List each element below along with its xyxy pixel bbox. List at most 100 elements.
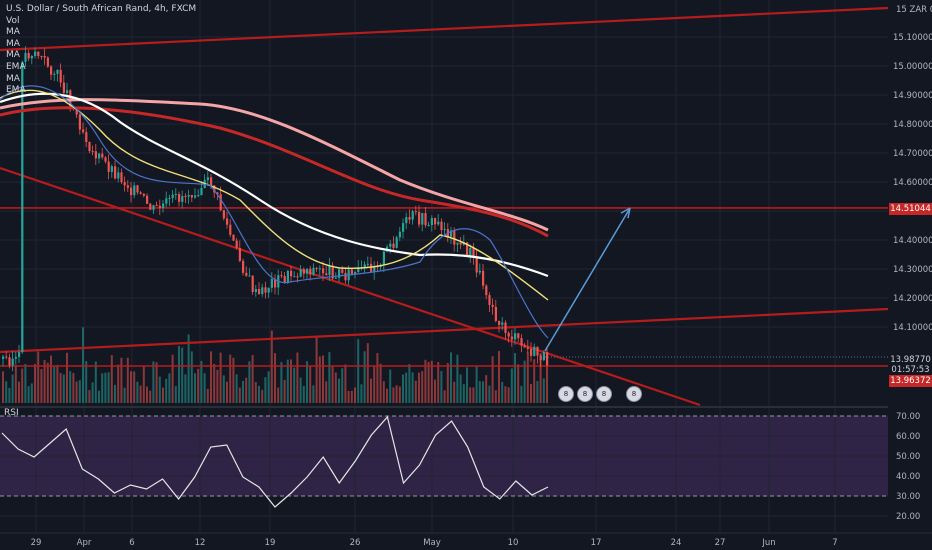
indicator-ma-1[interactable]: MA (6, 27, 20, 38)
indicator-ma-2[interactable]: MA (6, 38, 20, 49)
candle-body (395, 237, 398, 248)
volume-bar (5, 381, 8, 403)
indicator-ema-1[interactable]: EMA (6, 61, 26, 72)
candle-body (504, 322, 507, 333)
time-tick: 12 (195, 538, 206, 548)
candle-body (152, 205, 155, 210)
volume-bar (357, 339, 360, 403)
volume-bar (504, 386, 507, 403)
price-tick: 14.70000 (893, 149, 932, 159)
candle-body (66, 90, 69, 94)
volume-bar (309, 366, 312, 403)
volume-bar (24, 363, 27, 403)
candle-body (88, 142, 91, 152)
indicator-ema-2[interactable]: EMA (6, 85, 26, 96)
candle-body (501, 322, 504, 325)
volume-bar (411, 372, 414, 403)
indicator-ma-4[interactable]: MA (6, 73, 20, 84)
candle-body (50, 66, 53, 75)
resistance-price-tag: 14.51044 (889, 203, 932, 215)
indicator-ma-3[interactable]: MA (6, 50, 20, 61)
price-tick: 15.00000 (893, 62, 932, 72)
time-axis: 29 Apr 6 12 19 26 May 10 17 24 27 Jun 7 (0, 532, 932, 548)
time-tick: 7 (832, 538, 837, 548)
candle-body (62, 82, 65, 94)
candle-body (142, 193, 145, 196)
candle-body (526, 347, 529, 349)
volume-bar (472, 387, 475, 403)
volume-bar (318, 356, 321, 403)
indicator-vol[interactable]: Vol (6, 15, 20, 26)
volume-bar (14, 364, 17, 403)
rsi-tick: 40.00 (896, 472, 920, 482)
candle-body (453, 230, 456, 245)
candle-body (110, 166, 113, 172)
candle-body (370, 263, 373, 272)
candle-body (18, 352, 21, 357)
volume-bar (533, 359, 536, 403)
price-tick: 14.20000 (893, 294, 932, 304)
candle-body (344, 272, 347, 281)
candle-body (101, 153, 104, 158)
candle-body (440, 221, 443, 231)
volume-bar (158, 376, 161, 403)
volume-bar (136, 381, 139, 403)
price-axis-unit: 15 ZAR 0 (896, 5, 932, 15)
candle-body (5, 356, 8, 358)
volume-bar (37, 351, 40, 403)
candle-body (475, 257, 478, 273)
volume-bar (232, 357, 235, 403)
volume-bar (242, 380, 244, 403)
projection-arrow (544, 207, 631, 352)
candle-body (82, 129, 85, 133)
candles (2, 46, 549, 372)
event-flag-icon[interactable]: 8 (577, 386, 593, 402)
candle-body (338, 269, 341, 278)
candle-body (315, 267, 318, 269)
volume-bar (293, 367, 296, 403)
volume-bar (168, 373, 171, 403)
candle-body (274, 279, 277, 288)
candle-body (226, 218, 229, 225)
candle-body (466, 242, 469, 256)
symbol-title[interactable]: U.S. Dollar / South African Rand, 4h, FX… (6, 4, 197, 14)
candle-body (94, 151, 97, 159)
candle-body (91, 151, 94, 153)
volume-bar (517, 364, 520, 403)
volume-bar (546, 360, 548, 403)
event-flag-icon[interactable]: 8 (558, 386, 574, 402)
volume-bar (254, 382, 257, 403)
moving-averages (0, 85, 549, 339)
volume-bar (498, 351, 500, 403)
candle-body (165, 198, 168, 204)
volume-bar (142, 366, 145, 403)
volume-bar (149, 390, 152, 403)
volume-bar (389, 369, 392, 403)
event-flag-icon[interactable]: 8 (626, 386, 642, 402)
candle-body (341, 269, 344, 273)
candle-body (216, 192, 219, 195)
volume-bar (338, 378, 340, 403)
volume-bar (98, 390, 100, 403)
volume-bar (104, 372, 107, 403)
volume-bar (405, 372, 408, 403)
candle-body (184, 196, 187, 198)
volume-bar (526, 352, 529, 403)
volume-bar (366, 343, 369, 403)
volume-bar (155, 362, 158, 403)
rsi-label[interactable]: RSI (4, 408, 19, 418)
time-tick: 10 (508, 538, 519, 548)
price-tick: 14.30000 (893, 265, 932, 275)
volume-bar (222, 375, 225, 403)
candle-body (363, 264, 366, 268)
event-flag-icon[interactable]: 8 (596, 386, 612, 402)
candle-body (514, 333, 517, 340)
candle-body (78, 114, 81, 130)
candle-body (357, 267, 360, 272)
candle-body (258, 289, 261, 295)
candle-body (302, 269, 305, 274)
candle-body (312, 267, 315, 275)
time-tick: 6 (129, 538, 134, 548)
volume-bar (190, 351, 193, 403)
